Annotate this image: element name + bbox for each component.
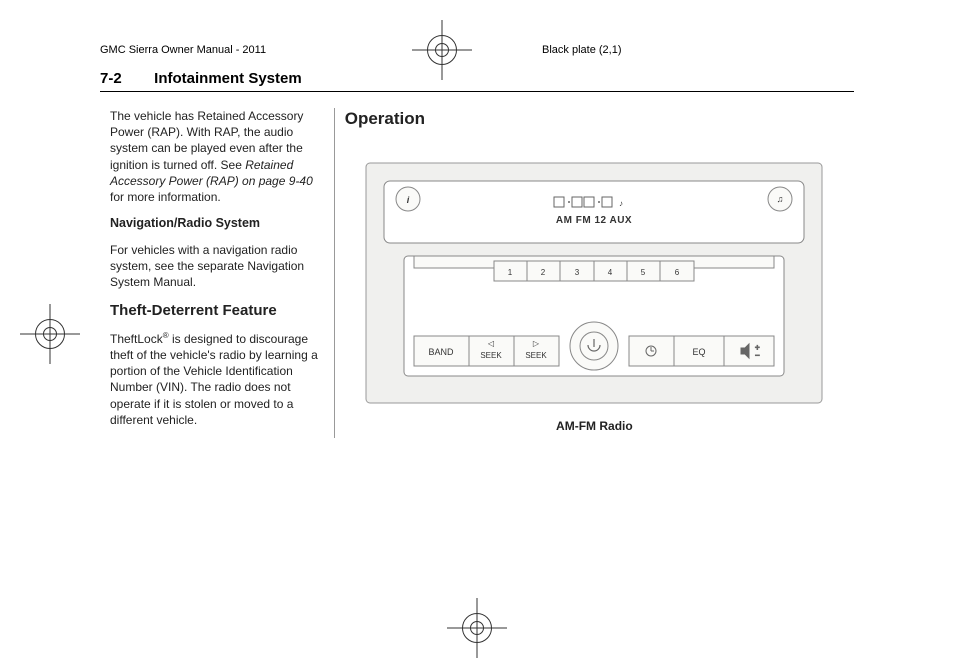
svg-text:BAND: BAND (429, 347, 455, 357)
registration-mark-left (20, 304, 80, 364)
nav-paragraph: For vehicles with a navigation radio sys… (110, 242, 324, 291)
svg-text:♪: ♪ (619, 199, 623, 208)
music-icon: ♫ (777, 194, 784, 204)
svg-text:2: 2 (541, 268, 546, 277)
column-left: The vehicle has Retained Accessory Power… (100, 108, 334, 438)
theft-heading: Theft-Deterrent Feature (110, 301, 324, 321)
svg-text:4: 4 (608, 268, 613, 277)
radio-illustration: i ♫ ♪ AM FM 12 AUX (364, 161, 824, 406)
svg-text:6: 6 (675, 268, 680, 277)
rap-paragraph: The vehicle has Retained Accessory Power… (110, 108, 324, 205)
display-text: AM FM 12 AUX (556, 215, 632, 226)
figure-caption: AM-FM Radio (345, 418, 844, 434)
preset-buttons: 1 2 3 4 5 6 (494, 261, 694, 281)
manual-title: GMC Sierra Owner Manual - 2011 (0, 44, 412, 56)
content-columns: The vehicle has Retained Accessory Power… (100, 108, 854, 438)
page-number: 7-2 (100, 70, 150, 87)
svg-text:SEEK: SEEK (481, 351, 503, 360)
radio-figure: i ♫ ♪ AM FM 12 AUX (345, 161, 844, 434)
svg-text:3: 3 (575, 268, 580, 277)
svg-text:◁: ◁ (488, 339, 495, 348)
page-header: 7-2 Infotainment System (100, 70, 854, 92)
svg-text:−: − (755, 351, 760, 360)
svg-text:1: 1 (508, 268, 513, 277)
svg-text:SEEK: SEEK (526, 351, 548, 360)
svg-text:▷: ▷ (533, 339, 540, 348)
nav-heading: Navigation/Radio System (110, 215, 324, 232)
svg-text:5: 5 (641, 268, 646, 277)
plate-label: Black plate (2,1) (472, 44, 954, 56)
page-content: 7-2 Infotainment System The vehicle has … (100, 70, 854, 598)
svg-text:EQ: EQ (693, 347, 706, 357)
registration-mark-bottom (447, 598, 507, 658)
column-right: Operation i ♫ (334, 108, 854, 438)
theft-paragraph: TheftLock® is designed to discourage the… (110, 331, 324, 428)
operation-heading: Operation (345, 108, 844, 131)
page-title: Infotainment System (154, 70, 302, 87)
